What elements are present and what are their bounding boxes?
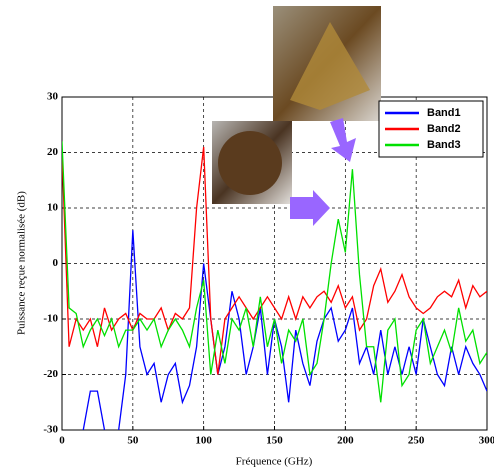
x-tick-label: 200 (337, 435, 354, 447)
x-tick-label: 50 (127, 435, 139, 447)
photo-lens-disc (218, 131, 282, 195)
x-tick-label: 300 (479, 435, 494, 447)
y-axis-label: Puissance reçue normalisée (dB) (16, 191, 28, 335)
arrow (290, 190, 330, 226)
arrow (330, 118, 356, 162)
y-tick-label: -30 (43, 424, 58, 436)
y-tick-label: 10 (47, 202, 59, 214)
y-tick-label: 20 (47, 146, 59, 158)
y-tick-label: -10 (43, 313, 58, 325)
x-tick-label: 0 (59, 435, 65, 447)
x-tick-label: 150 (266, 435, 283, 447)
y-tick-label: 0 (53, 257, 59, 269)
legend-label: Band1 (427, 107, 461, 119)
y-tick-label: 30 (47, 91, 59, 103)
legend-label: Band3 (427, 139, 461, 151)
y-tick-label: -20 (43, 368, 58, 380)
data-line (62, 141, 487, 403)
photo-pyramid (290, 22, 370, 110)
x-axis-label: Fréquence (GHz) (236, 456, 313, 468)
legend-label: Band2 (427, 123, 461, 135)
x-tick-label: 250 (408, 435, 425, 447)
x-tick-label: 100 (195, 435, 212, 447)
